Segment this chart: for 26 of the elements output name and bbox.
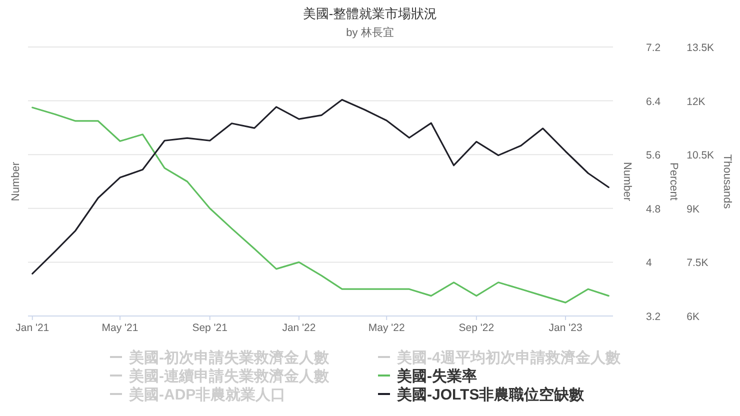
legend-label: 美國-失業率 bbox=[396, 367, 477, 385]
y2-tick-label: 3.2 bbox=[646, 311, 661, 323]
x-tick-label: Sep '21 bbox=[192, 322, 228, 334]
x-tick-label: May '21 bbox=[102, 322, 138, 334]
y3-tick-label: 12K bbox=[686, 96, 706, 108]
y2-tick-label: 4 bbox=[646, 257, 652, 270]
y3-tick-label: 13.5K bbox=[686, 42, 714, 54]
y3-tick-label: 9K bbox=[686, 203, 700, 216]
y2-tick-label: 6.4 bbox=[646, 96, 661, 108]
chart-title: 美國-整體就業市場狀況 bbox=[302, 6, 438, 21]
x-tick-label: Jan '23 bbox=[548, 322, 582, 334]
y2-axis-title: Percent bbox=[668, 162, 680, 200]
y3-axis-title: Thousands bbox=[721, 154, 734, 210]
chart-subtitle: by 林長宜 bbox=[346, 26, 394, 39]
x-tick-label: Jan '22 bbox=[282, 322, 316, 334]
x-tick-label: May '22 bbox=[368, 322, 405, 334]
y2-tick-label: 7.2 bbox=[646, 42, 661, 54]
y2-tick-label: 4.8 bbox=[646, 203, 661, 216]
text: Number bbox=[621, 162, 633, 202]
x-tick-label: Jan '21 bbox=[16, 322, 50, 334]
y-axis-title: Number bbox=[10, 162, 22, 202]
x-tick-label: Sep '22 bbox=[458, 322, 494, 334]
y3-tick-label: 6K bbox=[686, 311, 700, 323]
y2-tick-label: 5.6 bbox=[646, 150, 661, 162]
y3-tick-label: 7.5K bbox=[686, 257, 708, 270]
y3-tick-label: 10.5K bbox=[686, 150, 714, 162]
